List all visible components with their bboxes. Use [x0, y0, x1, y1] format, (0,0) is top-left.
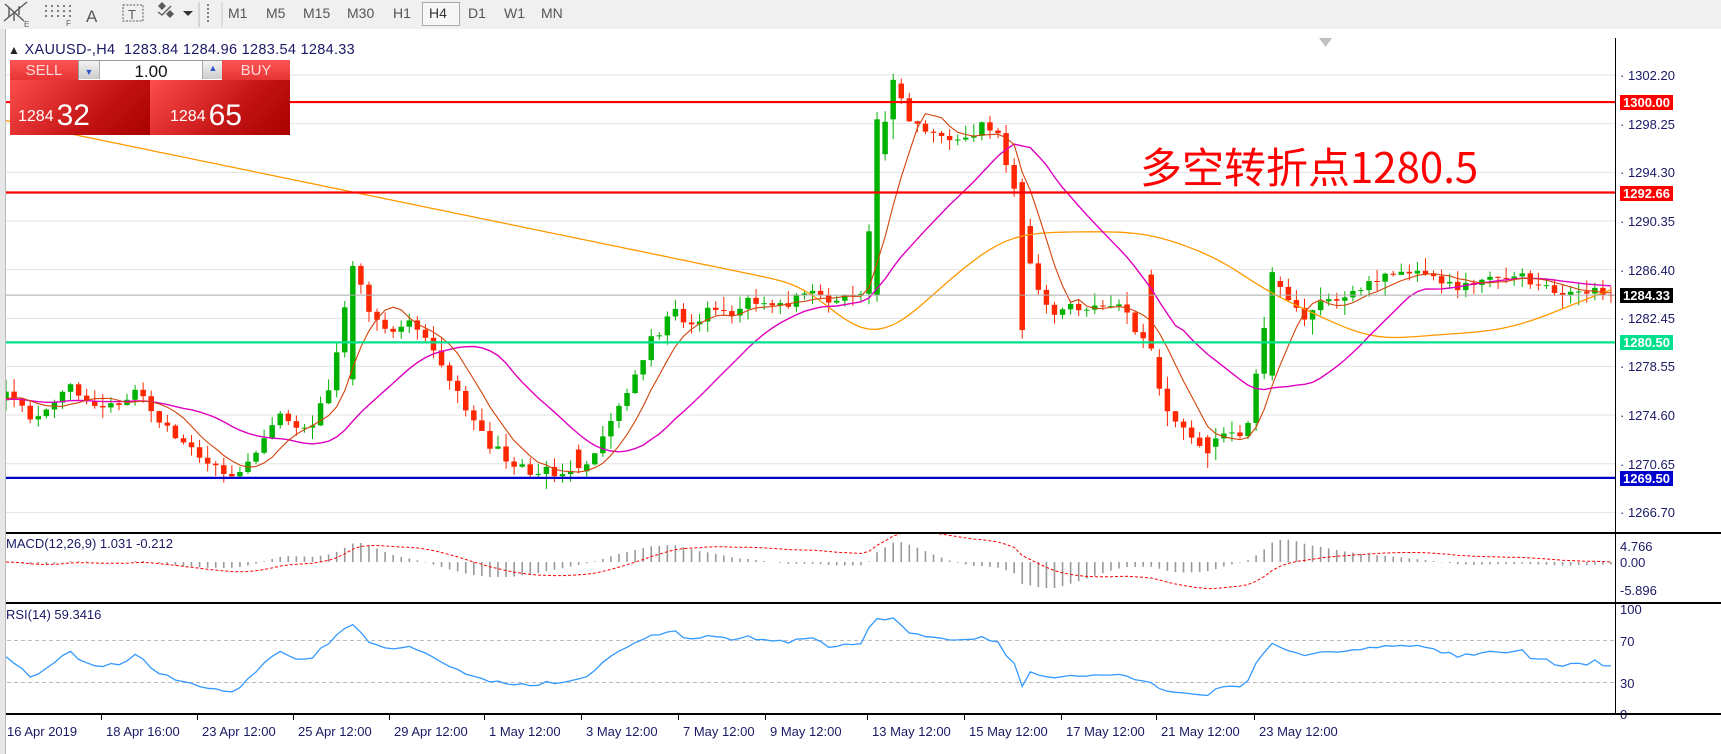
svg-text:T: T [128, 7, 136, 22]
svg-text:F: F [66, 19, 71, 28]
svg-text:多空转折点1280.5: 多空转折点1280.5 [1140, 135, 1478, 196]
svg-text:A: A [86, 7, 98, 26]
svg-text:E: E [24, 20, 29, 29]
